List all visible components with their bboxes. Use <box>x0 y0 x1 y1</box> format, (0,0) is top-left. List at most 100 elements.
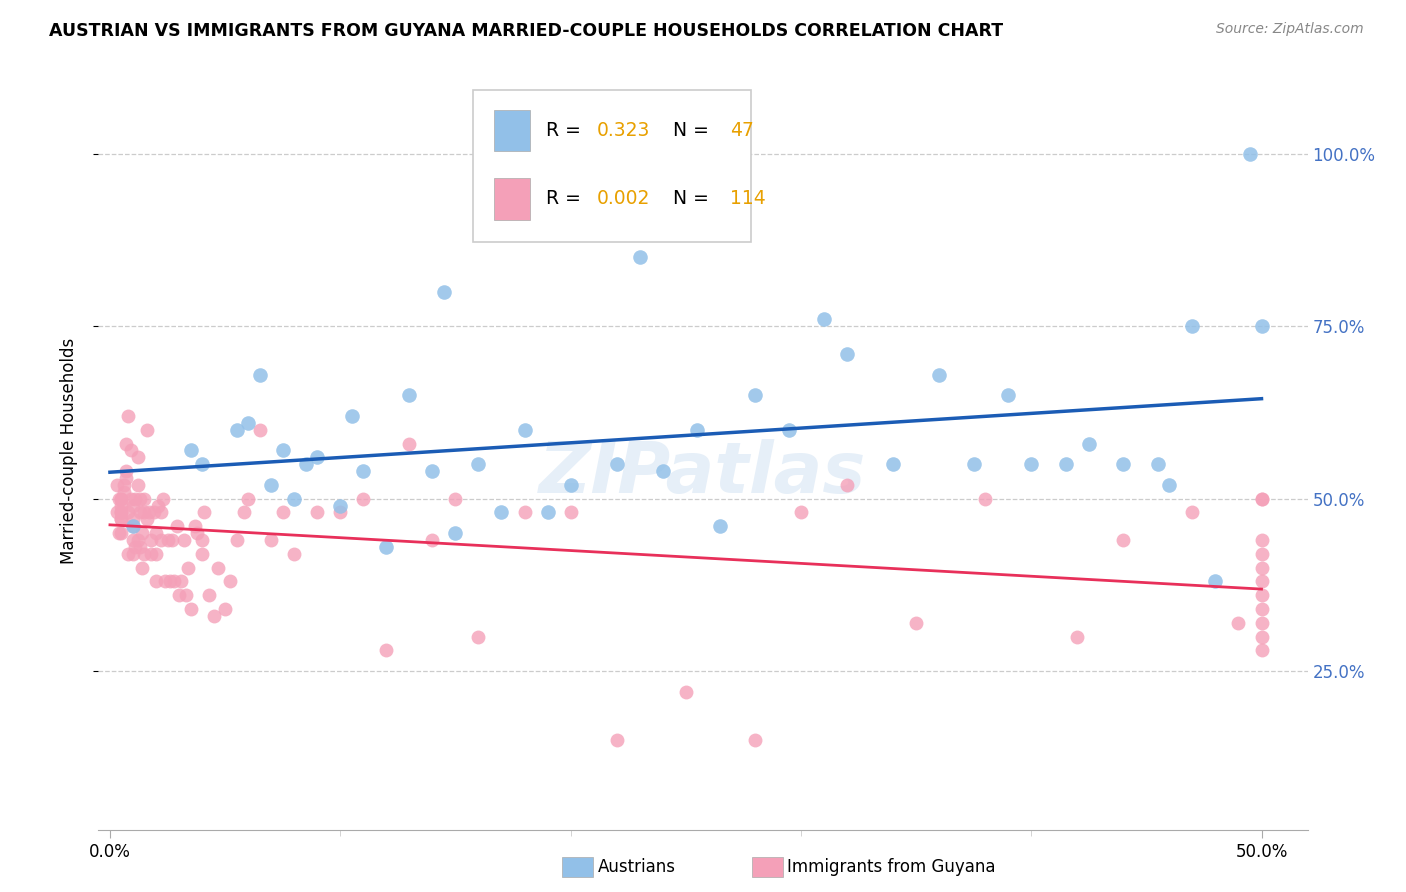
Point <box>1204 574 1226 589</box>
Point <box>148 499 170 513</box>
Point <box>110 506 132 520</box>
Point <box>249 423 271 437</box>
Text: 0.323: 0.323 <box>596 121 650 140</box>
Point <box>112 484 135 499</box>
Point <box>1250 491 1272 506</box>
Point <box>135 423 157 437</box>
Point <box>122 547 145 561</box>
Point <box>882 457 904 471</box>
Point <box>778 423 800 437</box>
Point <box>340 409 363 423</box>
Point <box>1250 643 1272 657</box>
Point <box>283 547 305 561</box>
Point <box>651 464 673 478</box>
Point <box>127 450 149 465</box>
Point <box>444 526 467 541</box>
Point <box>1250 547 1272 561</box>
Point <box>110 491 132 506</box>
Point <box>122 519 145 533</box>
Point <box>166 519 188 533</box>
Point <box>124 491 146 506</box>
Point <box>433 285 456 299</box>
Point <box>115 471 138 485</box>
Point <box>1250 615 1272 630</box>
Point <box>1250 319 1272 334</box>
Text: R =: R = <box>546 189 586 208</box>
Point <box>128 506 150 520</box>
Point <box>108 526 131 541</box>
Point <box>813 312 835 326</box>
Point <box>142 506 165 520</box>
Point <box>145 526 167 541</box>
Point <box>110 491 132 506</box>
Point <box>207 560 229 574</box>
Point <box>191 547 214 561</box>
Point <box>513 506 536 520</box>
Point <box>159 574 181 589</box>
Point <box>105 506 128 520</box>
Point <box>218 574 240 589</box>
Point <box>214 602 236 616</box>
Point <box>167 588 190 602</box>
Point <box>444 491 467 506</box>
Point <box>260 533 283 547</box>
Point <box>236 491 259 506</box>
Point <box>928 368 950 382</box>
Point <box>1159 478 1181 492</box>
Point <box>1054 457 1077 471</box>
Point <box>606 733 628 747</box>
Point <box>193 506 215 520</box>
Point <box>186 526 208 541</box>
Point <box>128 491 150 506</box>
Point <box>835 347 858 361</box>
Point <box>560 478 582 492</box>
Point <box>225 533 247 547</box>
Point <box>122 533 145 547</box>
Point <box>149 533 172 547</box>
Point <box>1181 319 1204 334</box>
Point <box>122 512 145 526</box>
Point <box>606 457 628 471</box>
Point <box>141 533 163 547</box>
Point <box>467 630 489 644</box>
Point <box>307 450 329 465</box>
Point <box>163 574 186 589</box>
Point <box>491 506 513 520</box>
Point <box>352 464 374 478</box>
Point <box>117 409 139 423</box>
FancyBboxPatch shape <box>474 90 751 242</box>
Point <box>1112 533 1135 547</box>
Point <box>467 457 489 471</box>
Point <box>117 547 139 561</box>
Point <box>173 533 195 547</box>
Point <box>675 684 697 698</box>
Point <box>1066 630 1088 644</box>
Point <box>180 602 202 616</box>
Point <box>628 251 651 265</box>
Text: AUSTRIAN VS IMMIGRANTS FROM GUYANA MARRIED-COUPLE HOUSEHOLDS CORRELATION CHART: AUSTRIAN VS IMMIGRANTS FROM GUYANA MARRI… <box>49 22 1004 40</box>
Text: 114: 114 <box>730 189 765 208</box>
Point <box>974 491 997 506</box>
Point <box>1250 630 1272 644</box>
Point <box>536 506 558 520</box>
Point <box>134 506 156 520</box>
Text: Source: ZipAtlas.com: Source: ZipAtlas.com <box>1216 22 1364 37</box>
Point <box>260 478 283 492</box>
Text: ZIPatlas: ZIPatlas <box>540 439 866 508</box>
Point <box>1250 560 1272 574</box>
Text: Immigrants from Guyana: Immigrants from Guyana <box>787 858 995 876</box>
Point <box>329 506 352 520</box>
Point <box>422 464 444 478</box>
Point <box>149 506 172 520</box>
Point <box>138 506 160 520</box>
Point <box>790 506 813 520</box>
Point <box>375 540 398 554</box>
Point <box>191 457 214 471</box>
Point <box>225 423 247 437</box>
Point <box>513 423 536 437</box>
Point <box>1019 457 1042 471</box>
Point <box>115 436 138 450</box>
Point <box>1147 457 1170 471</box>
Point <box>122 519 145 533</box>
Point <box>135 512 157 526</box>
